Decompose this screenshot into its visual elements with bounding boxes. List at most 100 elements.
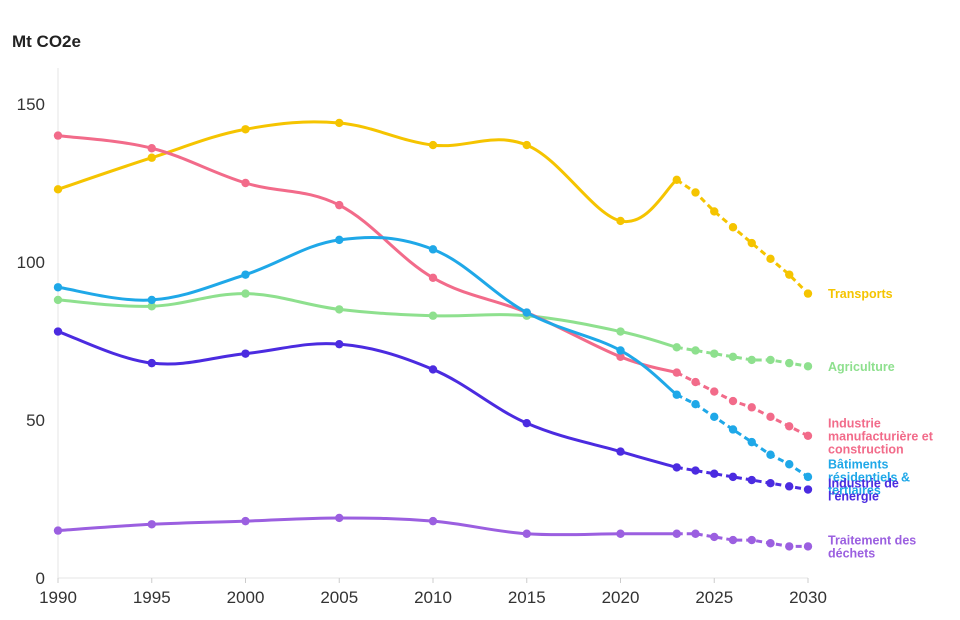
series-label-agriculture: Agriculture — [828, 360, 895, 374]
point-batiments-residentiels-tertiaires-2015 — [522, 308, 531, 317]
x-tick-1995: 1995 — [133, 588, 171, 607]
point-traitement-des-dechets-2029 — [785, 542, 794, 551]
point-industrie-manufacturiere-et-construction-2029 — [785, 422, 794, 431]
x-tick-2030: 2030 — [789, 588, 827, 607]
y-tick-0: 0 — [36, 569, 45, 588]
point-batiments-residentiels-tertiaires-2023 — [672, 390, 681, 399]
point-batiments-residentiels-tertiaires-2000 — [241, 270, 250, 279]
point-traitement-des-dechets-2028 — [766, 539, 775, 548]
point-agriculture-2027 — [747, 355, 756, 365]
point-traitement-des-dechets-2027 — [747, 535, 756, 545]
point-industrie-de-l-energie-2025 — [710, 469, 719, 478]
series-line-historical-transports — [56, 120, 679, 223]
point-industrie-manufacturiere-et-construction-2024 — [691, 377, 700, 387]
y-tick-100: 100 — [17, 253, 45, 272]
point-batiments-residentiels-tertiaires-2005 — [335, 235, 344, 245]
point-agriculture-2025 — [710, 349, 719, 358]
point-batiments-residentiels-tertiaires-1990 — [53, 283, 63, 292]
point-transports-2024 — [691, 188, 700, 197]
point-batiments-residentiels-tertiaires-2030 — [803, 472, 813, 482]
series-line-historical-batiments-residentiels-tertiaires — [56, 235, 679, 397]
point-batiments-residentiels-tertiaires-2026 — [728, 425, 738, 434]
point-batiments-residentiels-tertiaires-2024 — [691, 400, 700, 409]
x-tick-2010: 2010 — [414, 588, 452, 607]
x-tick-2025: 2025 — [695, 588, 733, 607]
point-traitement-des-dechets-2023 — [672, 529, 681, 538]
point-industrie-de-l-energie-2026 — [728, 472, 738, 482]
series-transports — [53, 118, 813, 298]
point-industrie-manufacturiere-et-construction-2023 — [672, 368, 681, 377]
point-industrie-manufacturiere-et-construction-2010 — [428, 273, 438, 282]
point-traitement-des-dechets-2025 — [710, 532, 719, 542]
point-industrie-manufacturiere-et-construction-1990 — [53, 131, 63, 140]
y-tick-150: 150 — [17, 95, 45, 114]
point-transports-1990 — [53, 185, 63, 194]
point-transports-2027 — [747, 238, 756, 248]
point-traitement-des-dechets-2026 — [728, 535, 738, 545]
series-industrie-manufacturiere-et-construction — [53, 131, 813, 440]
point-transports-2015 — [522, 140, 531, 150]
y-axis-unit-label: Mt CO2e — [12, 32, 81, 51]
point-traitement-des-dechets-2015 — [522, 529, 531, 538]
point-industrie-manufacturiere-et-construction-2005 — [335, 200, 344, 210]
point-industrie-de-l-energie-2010 — [428, 365, 438, 374]
point-agriculture-2030 — [803, 362, 813, 371]
point-agriculture-2005 — [335, 305, 344, 314]
point-batiments-residentiels-tertiaires-2029 — [785, 460, 794, 469]
point-industrie-de-l-energie-2027 — [747, 475, 756, 485]
point-traitement-des-dechets-2000 — [241, 516, 250, 526]
series-line-historical-agriculture — [56, 292, 679, 349]
point-industrie-de-l-energie-2024 — [691, 466, 700, 475]
point-industrie-de-l-energie-2028 — [766, 479, 775, 488]
series-line-historical-industrie-manufacturiere-et-construction — [56, 134, 679, 375]
point-batiments-residentiels-tertiaires-1995 — [147, 295, 156, 305]
point-batiments-residentiels-tertiaires-2020 — [616, 346, 625, 355]
point-traitement-des-dechets-2030 — [803, 542, 813, 551]
point-transports-2026 — [728, 223, 738, 232]
series-agriculture — [53, 289, 813, 371]
point-transports-2020 — [616, 216, 625, 226]
point-agriculture-2029 — [785, 358, 794, 368]
point-transports-2025 — [710, 207, 719, 216]
point-transports-2028 — [766, 254, 775, 264]
point-transports-2030 — [803, 289, 813, 298]
point-batiments-residentiels-tertiaires-2028 — [766, 450, 775, 459]
series-traitement-des-dechets — [53, 513, 813, 551]
series-label-batiments-residentiels-tertiaires: Bâtiments résidentiels & tertiaires — [828, 457, 910, 497]
x-tick-2020: 2020 — [602, 588, 640, 607]
point-traitement-des-dechets-2020 — [616, 529, 625, 538]
series-batiments-residentiels-tertiaires — [53, 235, 813, 482]
point-industrie-de-l-energie-2030 — [803, 485, 813, 494]
point-agriculture-2028 — [766, 355, 775, 365]
point-traitement-des-dechets-1995 — [147, 520, 156, 529]
point-industrie-manufacturiere-et-construction-2027 — [747, 403, 756, 412]
point-traitement-des-dechets-2005 — [335, 513, 344, 523]
x-axis-ticks: 1990 1995 2000 2005 2010 2015 2020 2025 2030 — [39, 578, 827, 607]
y-tick-50: 50 — [26, 411, 45, 430]
x-tick-2000: 2000 — [227, 588, 265, 607]
x-tick-1990: 1990 — [39, 588, 77, 607]
point-industrie-de-l-energie-2005 — [335, 339, 344, 349]
point-agriculture-1990 — [53, 295, 63, 305]
point-batiments-residentiels-tertiaires-2027 — [747, 437, 756, 447]
series-label-transports: Transports — [828, 287, 893, 301]
point-transports-2010 — [428, 140, 438, 150]
point-industrie-de-l-energie-2020 — [616, 447, 625, 456]
series-label-traitement-des-dechets: Traitement des déchets — [828, 533, 916, 560]
point-agriculture-2024 — [691, 346, 700, 355]
point-industrie-manufacturiere-et-construction-2025 — [710, 387, 719, 396]
series-labels: Transports Agriculture Industrie manufactur… — [828, 287, 934, 560]
point-agriculture-2023 — [672, 343, 681, 352]
point-industrie-de-l-energie-2029 — [785, 482, 794, 491]
point-industrie-manufacturiere-et-construction-2026 — [728, 396, 738, 406]
point-industrie-manufacturiere-et-construction-2030 — [803, 431, 813, 440]
point-industrie-manufacturiere-et-construction-1995 — [147, 144, 156, 153]
point-transports-2005 — [335, 118, 344, 128]
point-industrie-de-l-energie-1990 — [53, 327, 63, 336]
series-layer — [53, 118, 813, 551]
point-transports-2029 — [785, 270, 794, 279]
point-traitement-des-dechets-2010 — [428, 516, 438, 526]
point-transports-2000 — [241, 125, 250, 134]
point-industrie-manufacturiere-et-construction-2000 — [241, 178, 250, 188]
